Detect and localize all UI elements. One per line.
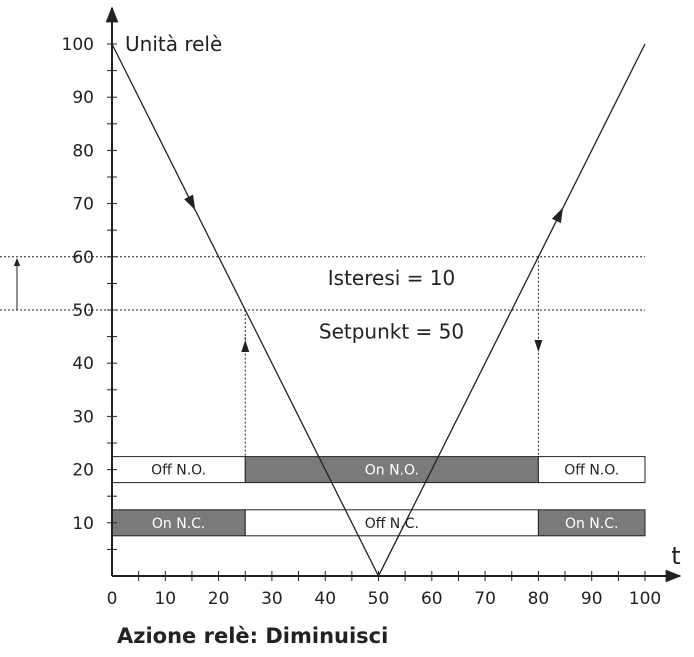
y-tick-label: 60 — [72, 248, 94, 268]
rising-direction-arrow — [551, 207, 564, 224]
relay-segment-label: On N.C. — [152, 516, 206, 532]
y-tick-label: 100 — [62, 35, 94, 55]
relay-segment-1-1 — [244, 509, 539, 537]
y-tick-label: 40 — [72, 354, 94, 374]
y-tick-label: 90 — [72, 88, 94, 108]
y-axis-label: Unità relè — [125, 32, 222, 56]
x-tick-label: 0 — [107, 589, 118, 609]
x-tick-label: 20 — [208, 589, 230, 609]
x-tick-label: 30 — [261, 589, 283, 609]
falling-direction-arrow — [184, 194, 196, 211]
relay-segment-0-0 — [111, 456, 246, 484]
y-tick-label: 70 — [72, 195, 94, 215]
x-tick-label: 50 — [368, 589, 390, 609]
x-tick-label: 40 — [314, 589, 336, 609]
relay-segment-label: Off N.O. — [564, 463, 619, 479]
relay-segment-1-0 — [111, 509, 246, 537]
annotation-1: Setpunkt = 50 — [319, 319, 464, 343]
annotation-0: Isteresi = 10 — [328, 266, 455, 290]
x-axis-label: t — [671, 542, 680, 570]
x-tick-label: 70 — [474, 589, 496, 609]
relay-segment-label: Off N.O. — [151, 463, 206, 479]
y-tick-label: 30 — [72, 407, 94, 427]
switch-arrow-down — [534, 340, 543, 352]
relay-segment-label: On N.C. — [565, 516, 619, 532]
y-tick-label: 10 — [72, 514, 94, 534]
y-tick-label: 50 — [72, 301, 94, 321]
relay-segment-1-2 — [537, 509, 646, 537]
relay-hysteresis-chart: Off N.O. On N.O. Off N.O. On N.C. Off N.C. On… — [0, 6, 682, 609]
relay-action-caption: Azione relè: Diminuisci — [117, 624, 389, 648]
x-tick-label: 100 — [629, 589, 661, 609]
switch-arrow-up — [241, 340, 250, 352]
relay-segment-label: Off N.C. — [365, 516, 419, 532]
relay-segment-0-2 — [537, 456, 646, 484]
y-tick-label: 80 — [72, 141, 94, 161]
relay-segment-label: On N.O. — [365, 463, 419, 479]
process-value-line — [111, 43, 646, 578]
y-tick-label: 20 — [72, 461, 94, 481]
x-tick-label: 10 — [154, 589, 176, 609]
x-tick-label: 90 — [581, 589, 603, 609]
x-tick-label: 80 — [528, 589, 550, 609]
x-tick-label: 60 — [421, 589, 443, 609]
